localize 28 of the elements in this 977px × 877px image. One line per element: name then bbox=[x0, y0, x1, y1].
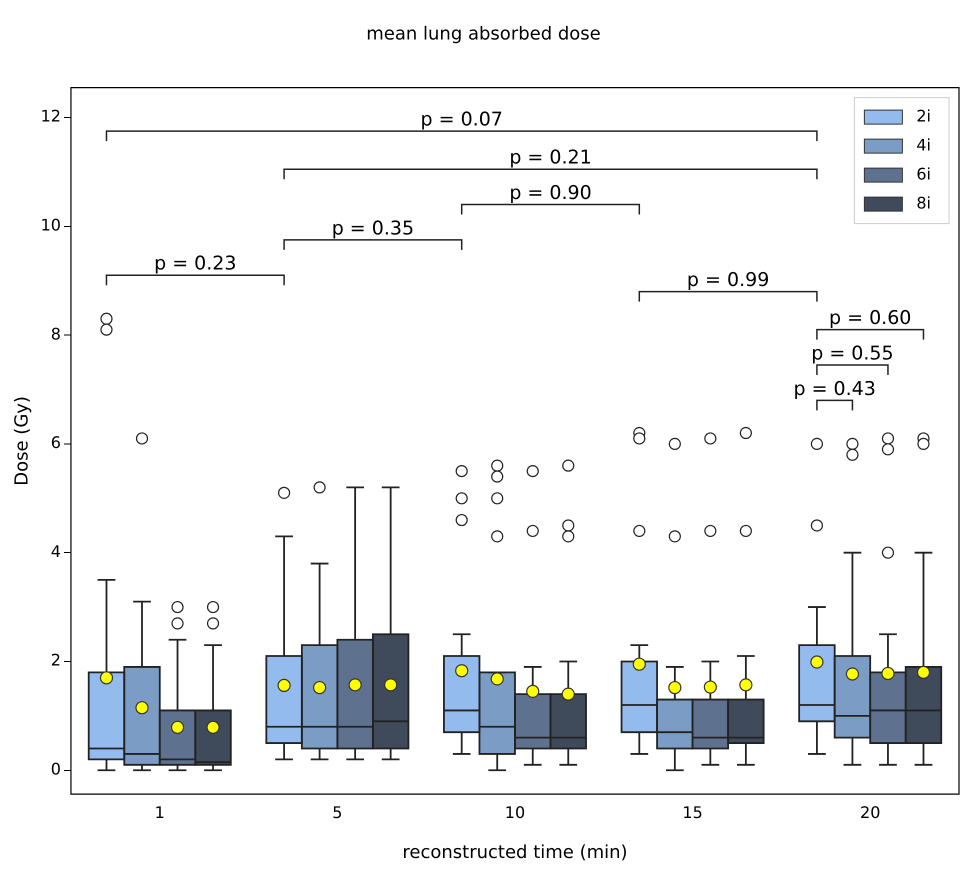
x-tick-label: 20 bbox=[860, 802, 880, 822]
annotation: p = 0.07 bbox=[420, 108, 503, 131]
legend-label: 2i bbox=[916, 106, 931, 126]
x-tick-label: 5 bbox=[332, 802, 342, 822]
x-tick-label: 1 bbox=[154, 802, 165, 822]
x-axis-title: reconstructed time (min) bbox=[402, 842, 628, 863]
annotation: p = 0.21 bbox=[509, 146, 592, 169]
y-tick-label: 4 bbox=[50, 542, 61, 561]
legend-label: 4i bbox=[916, 135, 931, 154]
y-tick-label: 10 bbox=[40, 215, 61, 234]
y-tick-label: 2 bbox=[50, 650, 61, 670]
annotation: p = 0.99 bbox=[686, 269, 770, 292]
chart-title: mean lung absorbed dose bbox=[366, 23, 601, 44]
annotation: p = 0.43 bbox=[793, 378, 876, 400]
legend-label: 8i bbox=[916, 193, 931, 212]
x-tick-label: 10 bbox=[504, 802, 526, 822]
annotation: p = 0.23 bbox=[154, 252, 236, 275]
y-tick-label: 8 bbox=[50, 324, 61, 344]
annotation: p = 0.90 bbox=[509, 182, 592, 204]
x-tick-label: 15 bbox=[682, 802, 703, 822]
y-tick-label: 6 bbox=[50, 433, 61, 452]
legend-label: 6i bbox=[916, 164, 931, 184]
annotation: p = 0.55 bbox=[811, 342, 894, 364]
annotation: p = 0.35 bbox=[332, 217, 414, 240]
annotation: p = 0.60 bbox=[829, 307, 912, 330]
y-axis-title: Dose (Gy) bbox=[11, 396, 32, 486]
y-tick-label: 12 bbox=[40, 106, 61, 126]
y-tick-label: 0 bbox=[50, 759, 61, 778]
